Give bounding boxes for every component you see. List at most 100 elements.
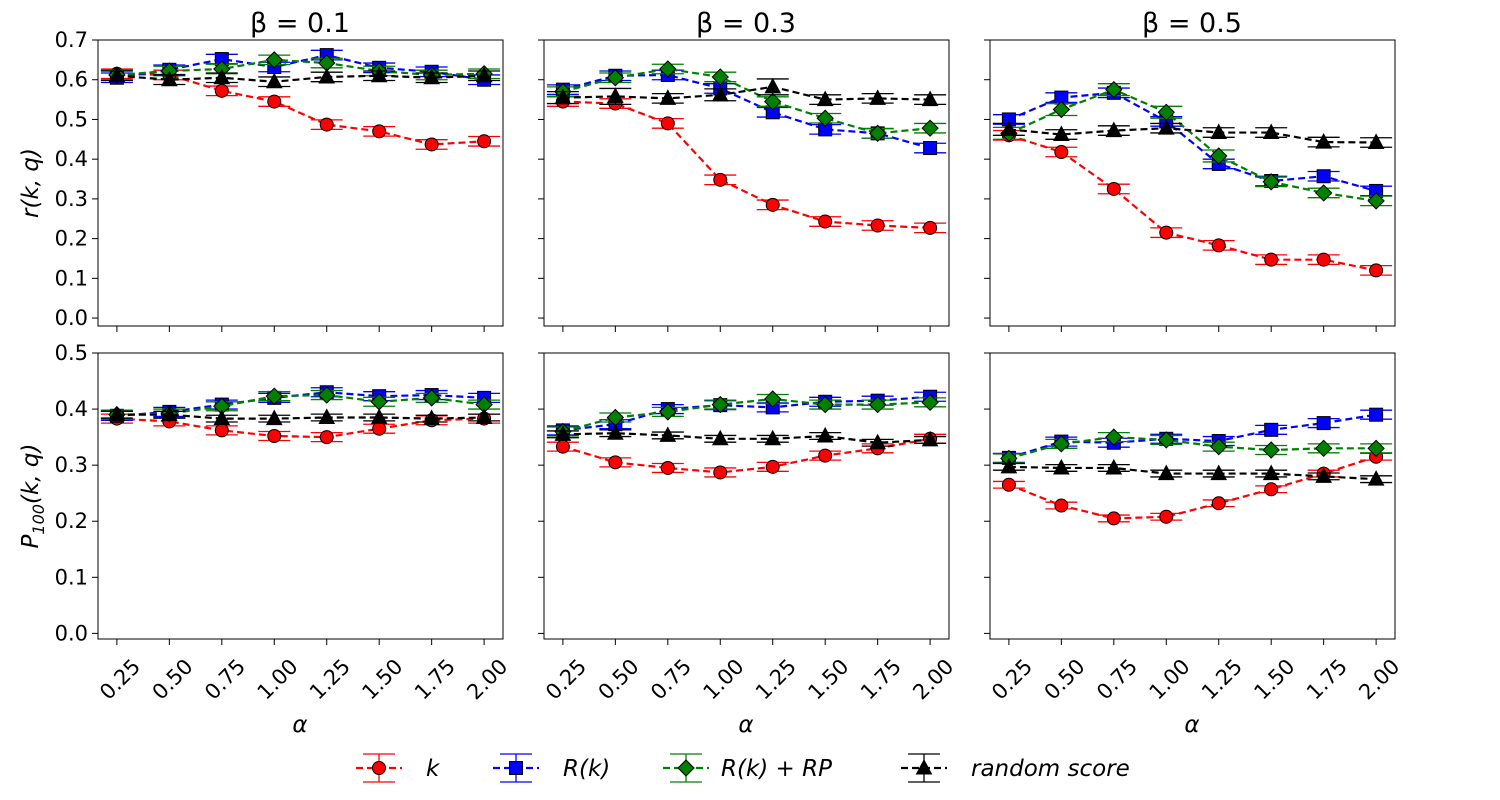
legend-label-2: R(k) + RP: [721, 756, 832, 782]
panel-r1-c0-series-random-score: [100, 405, 501, 426]
panel-r0-c1-series-k-point-7: [923, 220, 938, 235]
panel-r1-c1-series-k-point-3: [713, 465, 728, 480]
y-axis-labels: r(k, q) P100(k, q): [18, 148, 48, 548]
panel-r1-c0-xtick-label-4: 1.25: [305, 654, 355, 704]
panel-r1-c0-series-k-point-2: [214, 423, 229, 438]
panel-r0-c1-series-random-score-point-1: [607, 87, 624, 103]
x-axis-label-0: α: [292, 712, 307, 738]
panel-r0-c0-series-k-point-4: [319, 117, 334, 132]
panel-r0-c2-series-random-score-point-3: [1157, 119, 1175, 135]
panel-r1-c1-series-random-score-point-1: [607, 424, 624, 440]
column-titles: β = 0.1 β = 0.3 β = 0.5: [250, 8, 1242, 39]
column-title-2: β = 0.5: [1142, 8, 1242, 39]
panel-r0-c0-ytick-label-7: 0.7: [55, 28, 88, 52]
y-axis-label-row-1: P100(k, q): [18, 444, 48, 549]
panel-r0-c1-series-r-k-rp-point-6: [868, 124, 887, 143]
panel-r1-c0-series-r-k-line: [116, 391, 485, 417]
panel-r1-c2-series-r-k-point-6: [1316, 416, 1331, 431]
panel-r0-c1-frame: [543, 39, 950, 327]
panel-r0-c2-series-random-score-line: [1008, 127, 1377, 144]
panel-r1-c1-frame: [543, 352, 950, 640]
panel-r1-c2-series-k-point-3: [1159, 509, 1174, 524]
x-axis-labels: α α α: [292, 712, 1199, 738]
panel-r0-c1-series-r-k-rp: [546, 60, 947, 143]
panel-r1-c2-xtick-label-5: 1.50: [1249, 654, 1299, 704]
panel-r1-c0: 0.00.10.20.30.40.50.25 0.50 0.75 1.00 1.25 1.…: [55, 341, 513, 704]
panel-r1-c2-series-r-k-rp-point-6: [1314, 439, 1333, 458]
panel-r0-c2-series-k-point-3: [1159, 225, 1174, 240]
panel-r0-c2-series-k-point-2: [1106, 181, 1121, 196]
panel-r0-c2-frame: [989, 39, 1396, 327]
panel-r1-c0-series-r-k: [100, 385, 501, 423]
panel-r0-c0-series-k-point-5: [372, 124, 387, 139]
panel-r1-c2-series-random-score-point-1: [1053, 458, 1070, 475]
panels-layer: 0.00.10.20.30.40.50.60.70.00.10.20.30.40…: [55, 28, 1405, 704]
panel-r1-c2: 0.25 0.50 0.75 1.00 1.25 1.50 1.75 2.00: [984, 352, 1404, 704]
panel-r0-c2-series-k-point-6: [1316, 252, 1331, 267]
panel-r0-c0-series-r-k-line: [116, 53, 485, 81]
panel-r1-c1-series-random-score-point-5: [816, 426, 834, 443]
panel-r1-c2-series-random-score-line: [1008, 465, 1377, 481]
legend-handle-r-k: [493, 753, 539, 783]
panel-r1-c1-series-r-k-rp-point-7: [921, 393, 939, 412]
panel-r1-c1-xtick-label-7: 2.00: [908, 654, 958, 704]
panel-r1-c1-series-r-k-rp-point-4: [764, 390, 782, 408]
panel-r0-c1-series-random-score-point-6: [869, 89, 886, 105]
panel-r1-c0-xtick-label-1: 0.50: [148, 654, 198, 704]
panel-r1-c1-series-r-k-rp-point-3: [711, 395, 729, 414]
panel-r1-c0-ytick-label-4: 0.4: [55, 397, 88, 421]
panel-r1-c2-series-r-k-line: [1008, 413, 1377, 459]
panel-r0-c2-series-r-k-rp-point-6: [1314, 184, 1333, 202]
panel-r1-c2-series-random-score-point-7: [1367, 470, 1385, 486]
panel-r1-c1-series-random-score-line: [562, 432, 931, 444]
panel-r1-c1-series-k-point-2: [660, 460, 675, 475]
panel-r1-c2-series-k-point-4: [1211, 496, 1226, 511]
panel-r1-c1-xtick-label-0: 0.25: [541, 654, 591, 704]
panel-r0-c1-series-r-k-line: [562, 73, 931, 150]
panel-r1-c1-series-r-k-rp-point-5: [816, 395, 834, 414]
panel-r0-c0-series-random-score-point-4: [318, 67, 336, 84]
panel-r1-c0-series-random-score-point-2: [213, 409, 231, 426]
panel-r0-c0-series-r-k-rp-point-3: [265, 51, 283, 69]
panel-r1-c1-series-k-point-4: [765, 459, 780, 474]
panel-r0-c0-ytick-label-3: 0.3: [55, 187, 88, 211]
legend-handle-marker-1: [509, 761, 523, 775]
panel-r0-c0-series-k-point-3: [267, 94, 282, 109]
panel-r1-c0-series-r-k-rp-point-6: [422, 389, 441, 407]
panel-r1-c2-series-r-k-point-7: [1369, 407, 1384, 422]
panel-r1-c0-ytick-label-0: 0.0: [55, 621, 88, 645]
panel-r1-c2-series-random-score-point-3: [1157, 464, 1175, 481]
panel-r1-c1-series-r-k-rp: [546, 390, 947, 441]
panel-r0-c2-series-random-score: [992, 119, 1393, 149]
panel-r0-c0-series-random-score-point-2: [213, 68, 231, 85]
panel-r0-c0-ytick-label-2: 0.2: [55, 227, 88, 251]
panel-r1-c1-xtick-label-1: 0.50: [594, 654, 644, 704]
y-axis-label-row-1-tail: (k, q): [18, 444, 44, 505]
panel-r1-c0-xtick-label-6: 1.75: [410, 654, 460, 704]
panel-r0-c1-series-random-score-point-4: [764, 77, 782, 94]
panel-r1-c2-series-k-point-5: [1264, 482, 1279, 497]
panel-r0-c2-series-k-line: [1008, 134, 1377, 272]
panel-r0-c0-ytick-label-6: 0.6: [55, 68, 88, 92]
panel-r1-c1-series-r-k-rp-line: [562, 397, 931, 433]
panel-r1-c1-series-r-k-rp-point-2: [659, 403, 677, 421]
legend-label-0: k: [426, 756, 441, 782]
panel-r1-c0-ytick-label-2: 0.2: [55, 509, 88, 533]
panel-r1-c1-series-k-point-0: [555, 439, 570, 454]
panel-r1-c2-xtick-label-4: 1.25: [1197, 654, 1247, 704]
legend-box: [340, 742, 1160, 796]
column-title-1: β = 0.3: [696, 8, 796, 39]
panel-r1-c2-series-k-point-1: [1054, 498, 1069, 513]
panel-r1-c1-series-random-score-point-0: [554, 425, 572, 441]
panel-r0-c2-series-k-point-1: [1054, 145, 1069, 160]
legend-handle-marker-3: [915, 758, 933, 775]
panel-r1-c0-series-r-k-rp: [100, 386, 501, 424]
panel-r1-c2-series-r-k-point-5: [1264, 422, 1279, 437]
panel-r0-c2-series-k-point-5: [1264, 252, 1279, 267]
x-axis-label-2: α: [1184, 712, 1199, 738]
panel-r0-c2-series-k-point-4: [1211, 238, 1226, 253]
panel-r0-c2-series-k: [992, 128, 1393, 278]
panel-r1-c2-series-r-k-rp-point-7: [1367, 439, 1385, 458]
panel-r0-c2-series-random-score-point-4: [1210, 123, 1228, 140]
panel-r1-c2-series-r-k-rp-point-2: [1105, 428, 1123, 446]
